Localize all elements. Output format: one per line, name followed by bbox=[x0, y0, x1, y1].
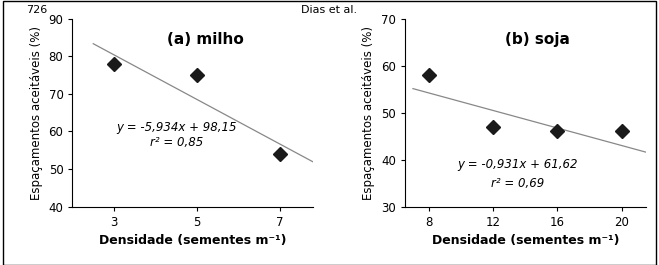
Text: y = -5,934x + 98,15: y = -5,934x + 98,15 bbox=[116, 121, 237, 134]
Text: r² = 0,85: r² = 0,85 bbox=[150, 136, 203, 149]
Y-axis label: Espaçamentos aceitáveis (%): Espaçamentos aceitáveis (%) bbox=[30, 26, 43, 200]
Text: (a) milho: (a) milho bbox=[167, 32, 243, 47]
Text: r² = 0,69: r² = 0,69 bbox=[491, 177, 544, 190]
X-axis label: Densidade (sementes m⁻¹): Densidade (sementes m⁻¹) bbox=[100, 234, 287, 247]
Text: 726: 726 bbox=[26, 5, 47, 15]
Text: (b) soja: (b) soja bbox=[505, 32, 570, 47]
Y-axis label: Espaçamentos aceitáveis (%): Espaçamentos aceitáveis (%) bbox=[362, 26, 376, 200]
Text: y = -0,931x + 61,62: y = -0,931x + 61,62 bbox=[457, 158, 577, 171]
X-axis label: Densidade (sementes m⁻¹): Densidade (sementes m⁻¹) bbox=[432, 234, 619, 247]
Text: Dias et al.: Dias et al. bbox=[301, 5, 358, 15]
